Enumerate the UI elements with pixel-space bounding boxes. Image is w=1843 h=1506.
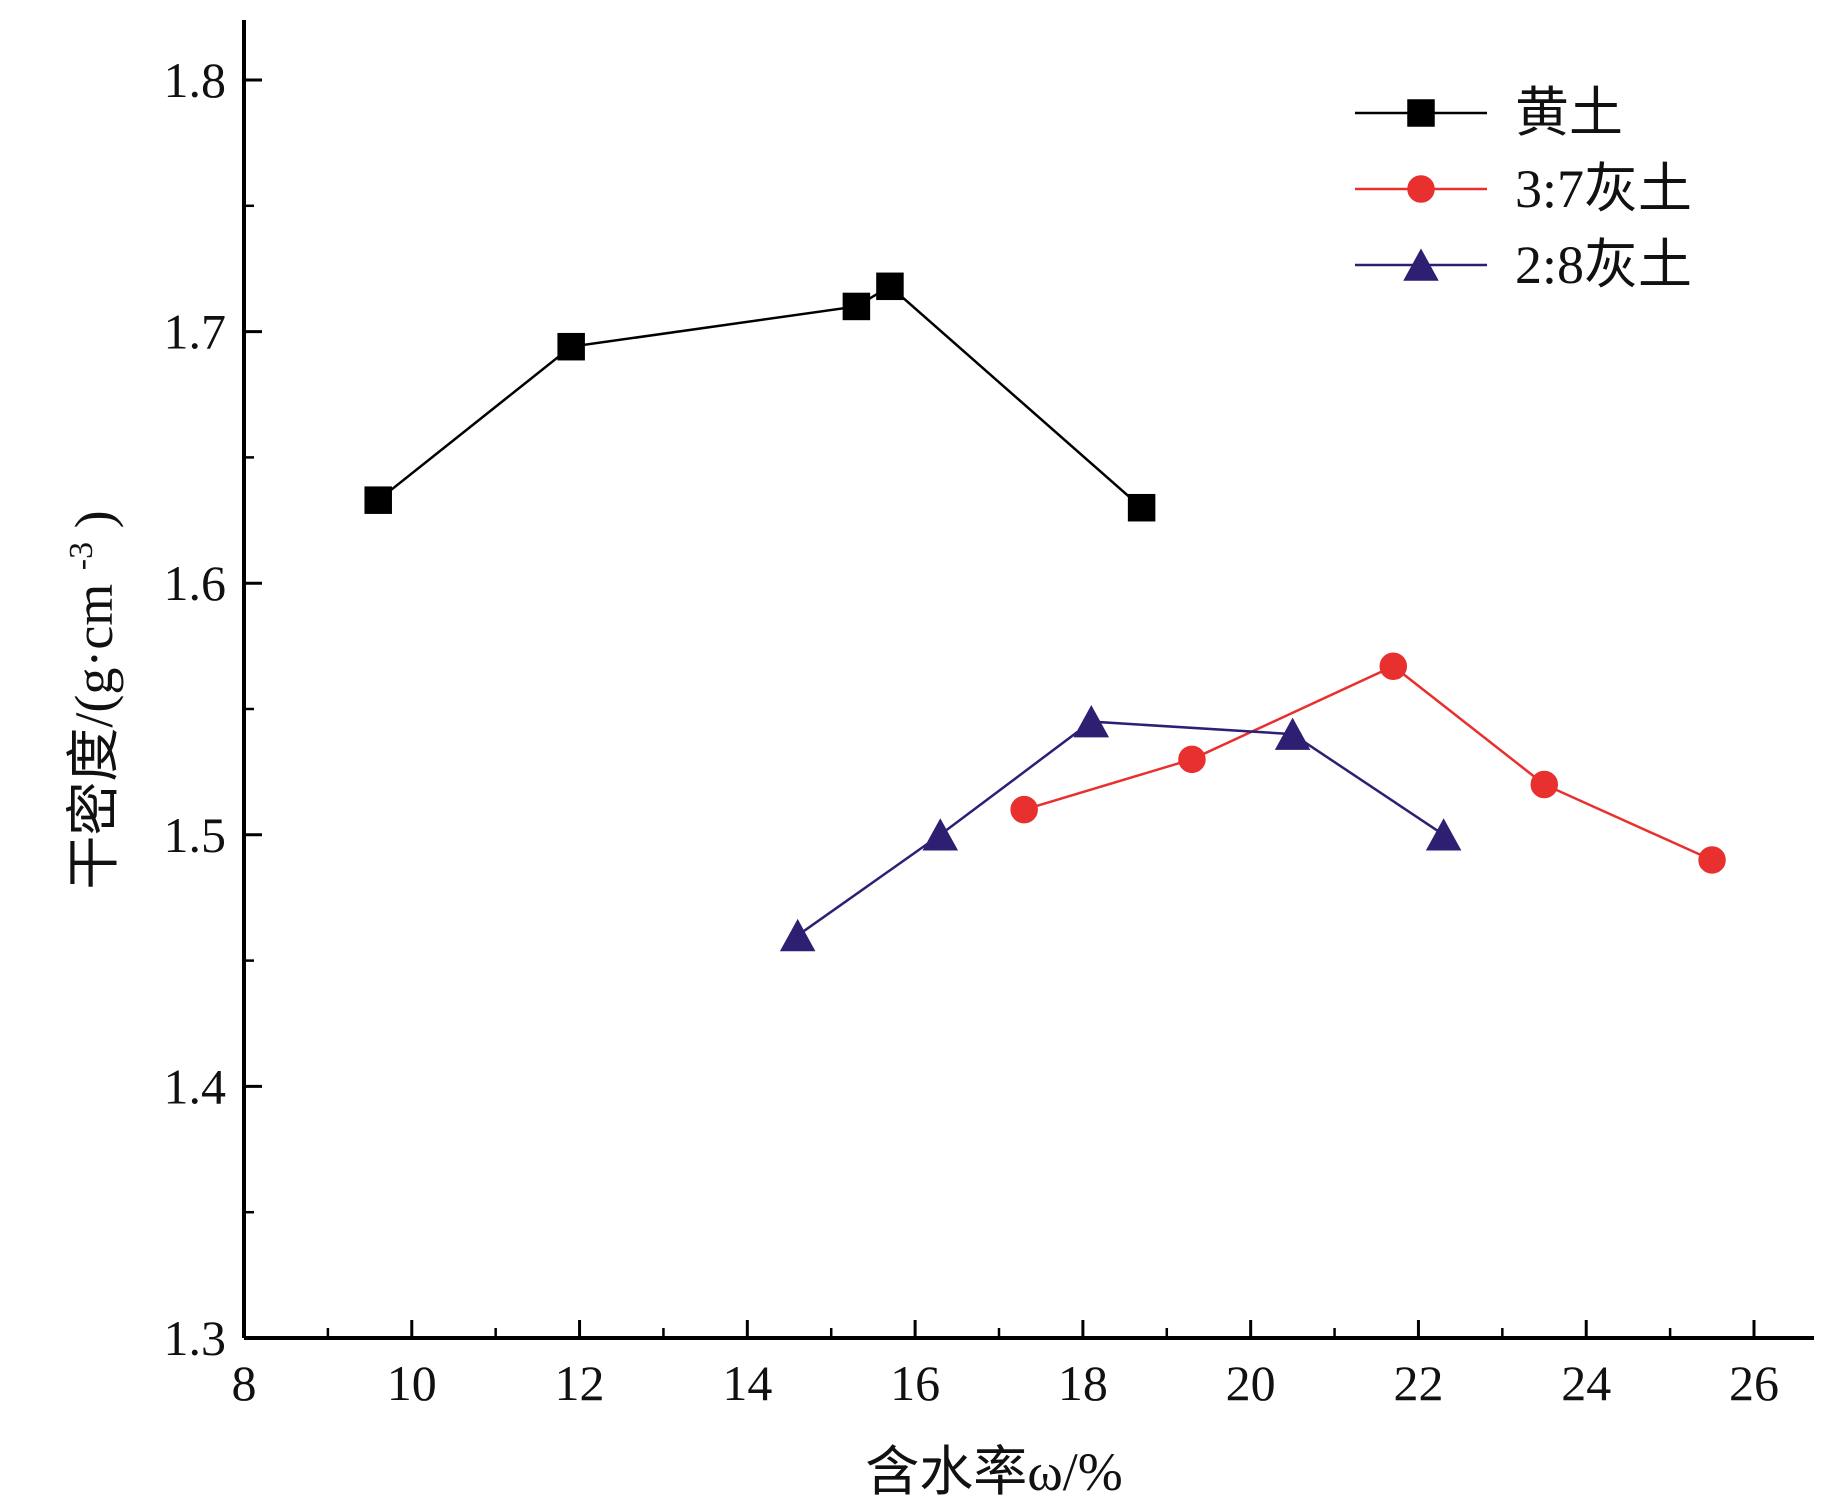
- series-point: [1379, 652, 1408, 680]
- y-axis-title: 干密度/(g·cm -3 ): [44, 510, 124, 889]
- x-tick-label: 18: [1058, 1355, 1108, 1411]
- series-point: [1178, 745, 1206, 774]
- x-tick-label: 10: [387, 1355, 437, 1411]
- series-3: [779, 705, 1462, 952]
- x-tick-label: 22: [1393, 1355, 1443, 1411]
- legend-marker: [1407, 99, 1435, 127]
- series-point: [842, 292, 871, 321]
- series-point: [364, 486, 392, 514]
- y-tick-label: 1.3: [164, 1310, 227, 1366]
- legend-label: 2:8灰土: [1515, 235, 1692, 295]
- x-tick-label: 24: [1561, 1355, 1611, 1411]
- series-line: [377, 284, 1143, 509]
- legend-item: 黄土: [1355, 83, 1623, 143]
- y-tick-label: 1.4: [164, 1058, 227, 1114]
- legend-marker: [1407, 175, 1435, 203]
- legend-label: 黄土: [1515, 83, 1623, 143]
- series-line: [796, 720, 1445, 937]
- legend-item: 3:7灰土: [1355, 159, 1692, 219]
- series-point: [876, 272, 904, 301]
- series-1: [364, 272, 1156, 522]
- series-2: [1010, 652, 1726, 874]
- series-line: [1023, 664, 1713, 862]
- series-point: [1530, 770, 1559, 799]
- x-tick-label: 12: [555, 1355, 605, 1411]
- series-point: [1010, 795, 1038, 824]
- y-axis-title-tail: ): [64, 510, 124, 528]
- legend-item: 2:8灰土: [1355, 235, 1692, 295]
- legend-label: 3:7灰土: [1515, 159, 1692, 219]
- series-point: [1425, 818, 1462, 851]
- series-point: [922, 818, 959, 851]
- plot-layer: [364, 272, 1726, 952]
- legend: 黄土 3:7灰土 2:8灰土: [1355, 83, 1692, 295]
- y-axis-title-main: 干密度/(g·cm: [64, 584, 124, 890]
- y-tick-label: 1.8: [164, 52, 227, 108]
- x-tick-label: 8: [232, 1355, 257, 1411]
- series-point: [1127, 493, 1156, 522]
- x-tick-label: 14: [722, 1355, 772, 1411]
- legend-marker: [1403, 248, 1439, 281]
- x-tick-label: 26: [1729, 1355, 1779, 1411]
- series-point: [779, 918, 816, 952]
- y-tick-label: 1.7: [164, 304, 227, 360]
- x-tick-label: 20: [1226, 1355, 1276, 1411]
- series-point: [557, 332, 585, 361]
- y-tick-label: 1.5: [164, 807, 227, 863]
- x-axis-title: 含水率ω/%: [865, 1442, 1123, 1502]
- series-point: [1274, 717, 1311, 750]
- series-point: [1073, 705, 1110, 738]
- y-axis-title-superscript: -3: [63, 542, 100, 570]
- y-tick-label: 1.6: [164, 555, 227, 611]
- series-point: [1698, 846, 1726, 874]
- axes-layer: 8 10 12 14 16 18 20 22 24 26 1.3 1.4 1.5 1.6 1.7 1.8: [164, 20, 1814, 1411]
- axis-titles: 含水率ω/% 干密度/(g·cm -3 ): [44, 510, 1123, 1502]
- x-tick-label: 16: [890, 1355, 940, 1411]
